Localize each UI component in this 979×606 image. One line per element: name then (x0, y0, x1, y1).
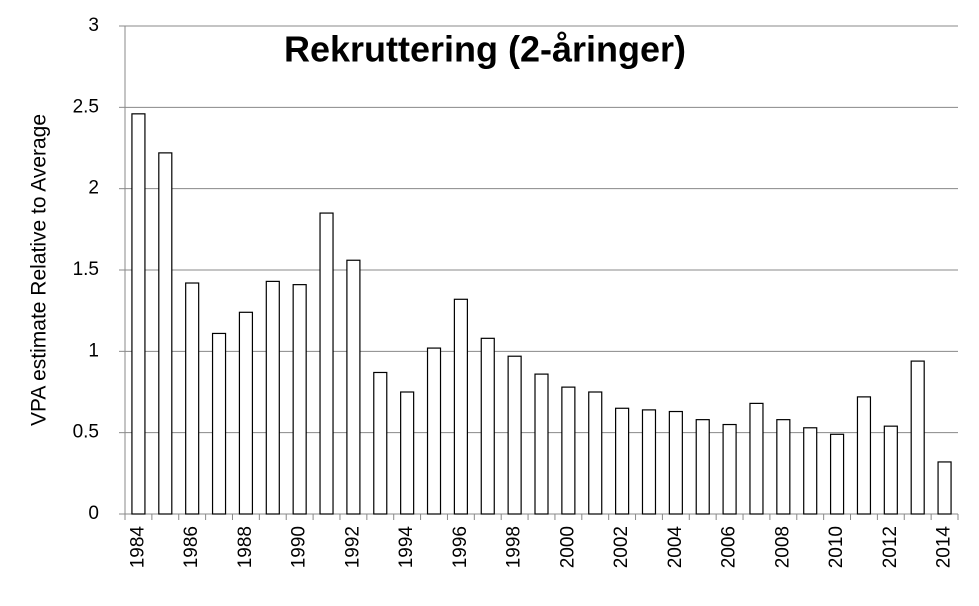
bar (319, 212, 334, 515)
bar (211, 332, 227, 515)
y-tick-label: 0 (88, 503, 99, 524)
bar (588, 391, 603, 515)
bar (856, 396, 872, 515)
bar (292, 284, 307, 515)
bar (883, 425, 898, 515)
bar (722, 423, 737, 515)
bar (185, 282, 200, 515)
bar (534, 373, 549, 515)
bar (158, 152, 173, 515)
y-tick-label: 3 (88, 15, 99, 36)
x-tick-label: 1986 (181, 526, 202, 568)
y-axis-label: VPA estimate Relative to Average (28, 114, 51, 426)
bar (346, 259, 361, 515)
bar (695, 419, 710, 515)
bar (561, 386, 576, 515)
x-tick-label: 2002 (611, 526, 632, 568)
bar (749, 402, 764, 515)
y-tick-label: 0.5 (73, 422, 99, 443)
chart-title: Rekruttering (2-åringer) (284, 29, 686, 70)
x-tick-label: 2012 (880, 526, 901, 568)
bar (453, 298, 468, 515)
y-tick-label: 1 (88, 340, 99, 361)
x-tick-label: 1992 (342, 526, 363, 568)
bar (265, 280, 280, 515)
x-tick-label: 1990 (289, 526, 310, 568)
x-tick-label: 2006 (719, 526, 740, 568)
bar (668, 410, 683, 515)
bar (615, 407, 630, 515)
x-tick-label: 1996 (450, 526, 471, 568)
x-tick-label: 2000 (557, 526, 578, 568)
x-tick-label: 1998 (504, 526, 525, 568)
bar (910, 360, 925, 515)
bar (480, 337, 495, 515)
bar (937, 461, 952, 515)
x-tick-label: 2014 (934, 526, 955, 569)
bar (238, 311, 254, 515)
y-tick-label: 2 (88, 178, 99, 199)
y-tick-label: 2.5 (73, 96, 99, 117)
bar (776, 419, 791, 515)
x-tick-label: 1984 (127, 526, 148, 569)
bar (373, 371, 388, 515)
x-tick-label: 2004 (665, 526, 686, 569)
bar (400, 391, 415, 515)
bar (829, 433, 845, 515)
bar (641, 409, 657, 515)
bar (131, 113, 146, 515)
x-tick-label: 1988 (235, 526, 256, 568)
x-tick-label: 2010 (826, 526, 847, 568)
bar (507, 355, 522, 515)
bar (426, 347, 442, 515)
x-tick-label: 2008 (772, 526, 793, 568)
x-tick-label: 1994 (396, 526, 417, 569)
y-tick-label: 1.5 (73, 259, 99, 280)
bar (803, 427, 818, 515)
